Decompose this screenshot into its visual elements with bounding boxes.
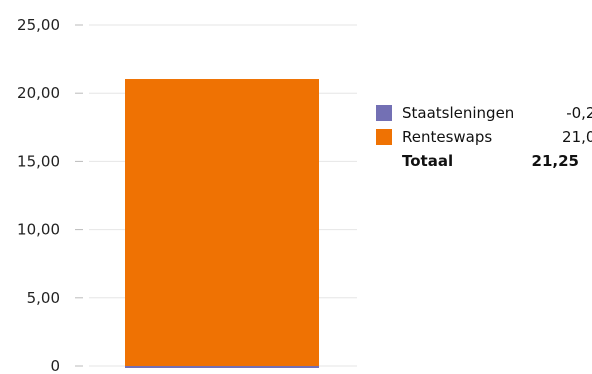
legend-value: 21,04 <box>562 128 592 146</box>
legend-total-label: Totaal <box>402 152 454 170</box>
y-tick-label: 20,00 <box>17 84 60 102</box>
legend-value: -0,21 <box>566 104 592 122</box>
bar-renteswaps[interactable] <box>125 79 319 366</box>
y-axis: 0 5,00 10,00 15,00 20,00 25,00 <box>17 16 83 374</box>
bars <box>125 79 319 368</box>
legend-label: Staatsleningen <box>402 104 515 122</box>
legend-item-renteswaps[interactable]: Renteswaps 21,04 <box>376 125 592 149</box>
y-tick-label: 25,00 <box>17 16 60 34</box>
bar-staatsleningen[interactable] <box>125 365 319 368</box>
legend-total: Totaal 21,25 <box>376 149 592 173</box>
legend-swatch-staatsleningen <box>376 105 392 121</box>
y-tick-label: 10,00 <box>17 221 60 239</box>
y-tick-label: 0 <box>50 357 60 374</box>
legend-total-value: 21,25 <box>531 152 579 170</box>
y-tick-label: 15,00 <box>17 152 60 170</box>
legend: Staatsleningen -0,21 Renteswaps 21,04 To… <box>376 101 592 173</box>
legend-item-staatsleningen[interactable]: Staatsleningen -0,21 <box>376 101 592 125</box>
legend-swatch-renteswaps <box>376 129 392 145</box>
y-tick-label: 5,00 <box>27 289 60 307</box>
legend-label: Renteswaps <box>402 128 493 146</box>
